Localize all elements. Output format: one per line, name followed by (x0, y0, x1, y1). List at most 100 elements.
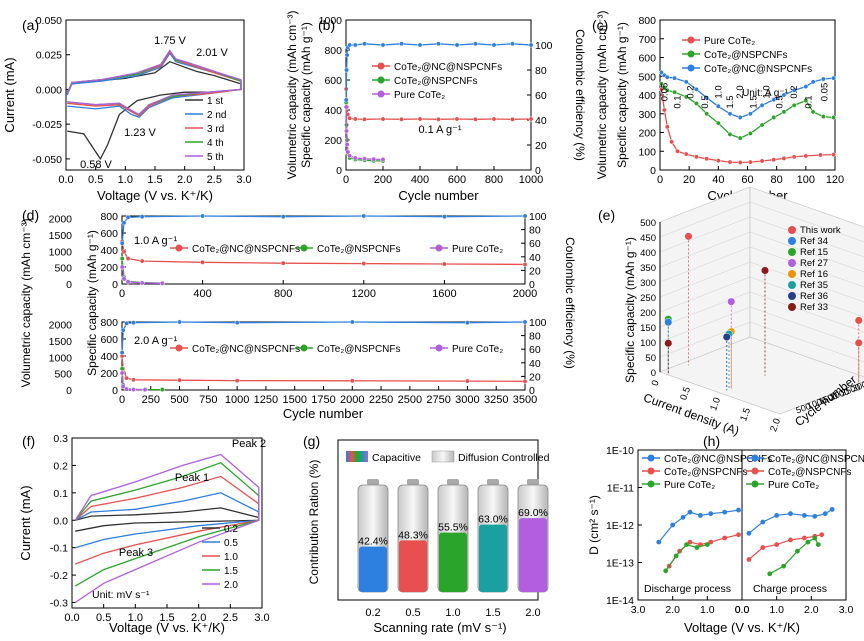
panel-h-charge-point (805, 539, 811, 545)
panel-d2-legend-item-marker (300, 344, 308, 352)
panel-f-label: (f) (22, 433, 35, 449)
panel-g-category-label: 1.0 (445, 607, 460, 619)
panel-d2-series-line-point (131, 377, 136, 383)
panel-h-charge-point (802, 535, 807, 541)
panel-b-y2-tick-label: 100 (535, 40, 553, 52)
panel-b-series-line-point (399, 41, 404, 47)
panel-h-charge-point (781, 563, 786, 569)
panel-c-x-tick-label: 40 (712, 174, 724, 186)
panel-g-category-label: 1.5 (485, 607, 500, 619)
panel-c-ylabel: Specific capacity (mAh g⁻¹) (615, 22, 629, 168)
panel-d2-series-line-point (177, 377, 183, 383)
panel-g-battery-cap (527, 479, 539, 486)
panel-c-series-line-point (659, 70, 664, 75)
panel-d1-y-tick-label: 600 (100, 228, 118, 240)
panel-g-category-label: 0.2 (365, 607, 380, 619)
panel-a-legend-item: 1 st (207, 96, 223, 107)
panel-h-discharge-point (687, 539, 693, 545)
panel-b-legend-item: CoTe₂@NC@NSPCNFs (394, 62, 502, 73)
panel-a-legend-item: 2 nd (207, 110, 226, 121)
panel-d2-series-line-point (142, 387, 148, 393)
panel-h-discharge-point (673, 553, 679, 559)
panel-c-series-line-point (715, 120, 721, 126)
panel-d2-series-line-point (124, 386, 130, 392)
panel-e-y-tick-label: 350 (640, 263, 656, 274)
panel-c-series-line-point (759, 122, 765, 128)
panel-e-y-tick-label: 0 (651, 368, 656, 379)
panel-d2-x-tick-label: 2000 (340, 394, 364, 406)
panel-h-charge-point (774, 542, 780, 548)
panel-d2-x-tick-label: 2750 (426, 394, 450, 406)
panel-c-rate-label: 0.2 (686, 85, 697, 98)
panel-e-legend-item: Ref 16 (800, 269, 828, 280)
panel-g-battery-cap (487, 479, 499, 486)
panel-e-grid (659, 291, 751, 328)
panel-h-discharge-point (704, 542, 710, 548)
panel-b-series-line (345, 88, 532, 120)
panel-g-battery-cap (447, 479, 459, 486)
panel-b-series-line-point (344, 128, 350, 134)
panel-b-series-line-point (347, 42, 353, 48)
panel-h-x-tick-label: 1.0 (769, 604, 784, 616)
panel-c-series-line-point (737, 160, 743, 165)
panel-d2-x-tick-label: 3250 (484, 394, 508, 406)
panel-d1-series-line-point (441, 261, 447, 267)
panel-h-x-tick-label: 2.0 (804, 604, 819, 616)
panel-h-charge-point (746, 530, 752, 536)
panel-e-grid (659, 216, 751, 253)
panel-d2-annotation: 2.0 A g⁻¹ (134, 335, 177, 347)
panel-b-series-line-point (510, 41, 515, 47)
panel-d1-series-line-point (125, 279, 131, 285)
panel-d1-series-line-point (139, 280, 145, 286)
panel-d1-series-line-point (121, 249, 127, 255)
panel-b-legend-item: CoTe₂@NSPCNFs (394, 76, 478, 87)
panel-h-charge-point (822, 511, 828, 517)
panel-a-x-tick-label: 0.0 (58, 174, 73, 186)
panel-c-legend-item-marker (687, 64, 695, 72)
panel-b-series-line-point (380, 116, 386, 122)
panel-h-charge-point (788, 537, 793, 543)
panel-c-x-tick-label: 80 (771, 174, 783, 186)
panel-b-series-line-point (436, 116, 441, 122)
panel-e-legend-item: This work (800, 225, 841, 236)
panel-e-point (760, 266, 770, 275)
panel-d1-vol-tick-label: 2000 (49, 214, 73, 226)
panel-d1-y-tick-label: 800 (100, 211, 118, 223)
panel-c-rate-label: 0.1 (804, 95, 815, 108)
panel-e-x-tick-label: 2.0 (768, 417, 783, 433)
panel-d1-series-line-point (125, 214, 131, 220)
panel-c-rate-label: 0.5 (775, 95, 786, 108)
panel-h-charge-point (812, 535, 818, 541)
panel-g-category-label: 0.5 (405, 607, 420, 619)
panel-c-legend-item-marker (687, 50, 695, 58)
panel-c-series-line-point (715, 103, 721, 109)
panel-d2-x-tick-label: 250 (142, 394, 160, 406)
panel-h-legend-left-marker (647, 454, 655, 462)
panel-b-series-line-point (371, 156, 377, 162)
panel-d1-legend-item: Pure CoTe₂ (452, 244, 503, 255)
panel-h-legend-right: CoTe₂@NC@NSPCNFs (768, 454, 864, 465)
panel-d1-series-line-point (522, 262, 528, 267)
panel-b-series-line-point (417, 116, 423, 122)
panel-h-xlabel: Voltage (V vs. K⁺/K) (684, 620, 800, 635)
panel-d2-x-tick-label: 1750 (311, 394, 335, 406)
panel-g-battery-cap (407, 479, 419, 486)
panel-c-series-line-point (759, 158, 765, 164)
panel-c-unit-label: Unit: A g⁻¹ (742, 88, 789, 99)
panel-b-series-line-point (344, 52, 350, 58)
panel-e-xlabel: Current density (A) (642, 390, 741, 438)
panel-b-y-tick-label: 800 (324, 45, 342, 57)
panel-c-rate-label: 1.0 (761, 85, 772, 98)
panel-d2-series-line-point (349, 378, 355, 384)
panel-e-point (854, 316, 863, 325)
panel-e-legend-item: Ref 35 (800, 280, 828, 291)
panel-g-ylabel: Contribution Ration (%) (307, 460, 321, 585)
panel-b-y-tick-label: 400 (324, 105, 342, 117)
panel-d2-series-line-point (120, 384, 126, 390)
panel-h-discharge-point (680, 514, 686, 520)
panel-b-series-line-point (510, 116, 515, 122)
panel-e-legend-item: Ref 15 (800, 247, 828, 258)
panel-h-y-tick-label: 1E-11 (607, 483, 634, 495)
panel-b-x-tick-label: 800 (485, 174, 503, 186)
panel-b-series-line-point (362, 41, 367, 47)
